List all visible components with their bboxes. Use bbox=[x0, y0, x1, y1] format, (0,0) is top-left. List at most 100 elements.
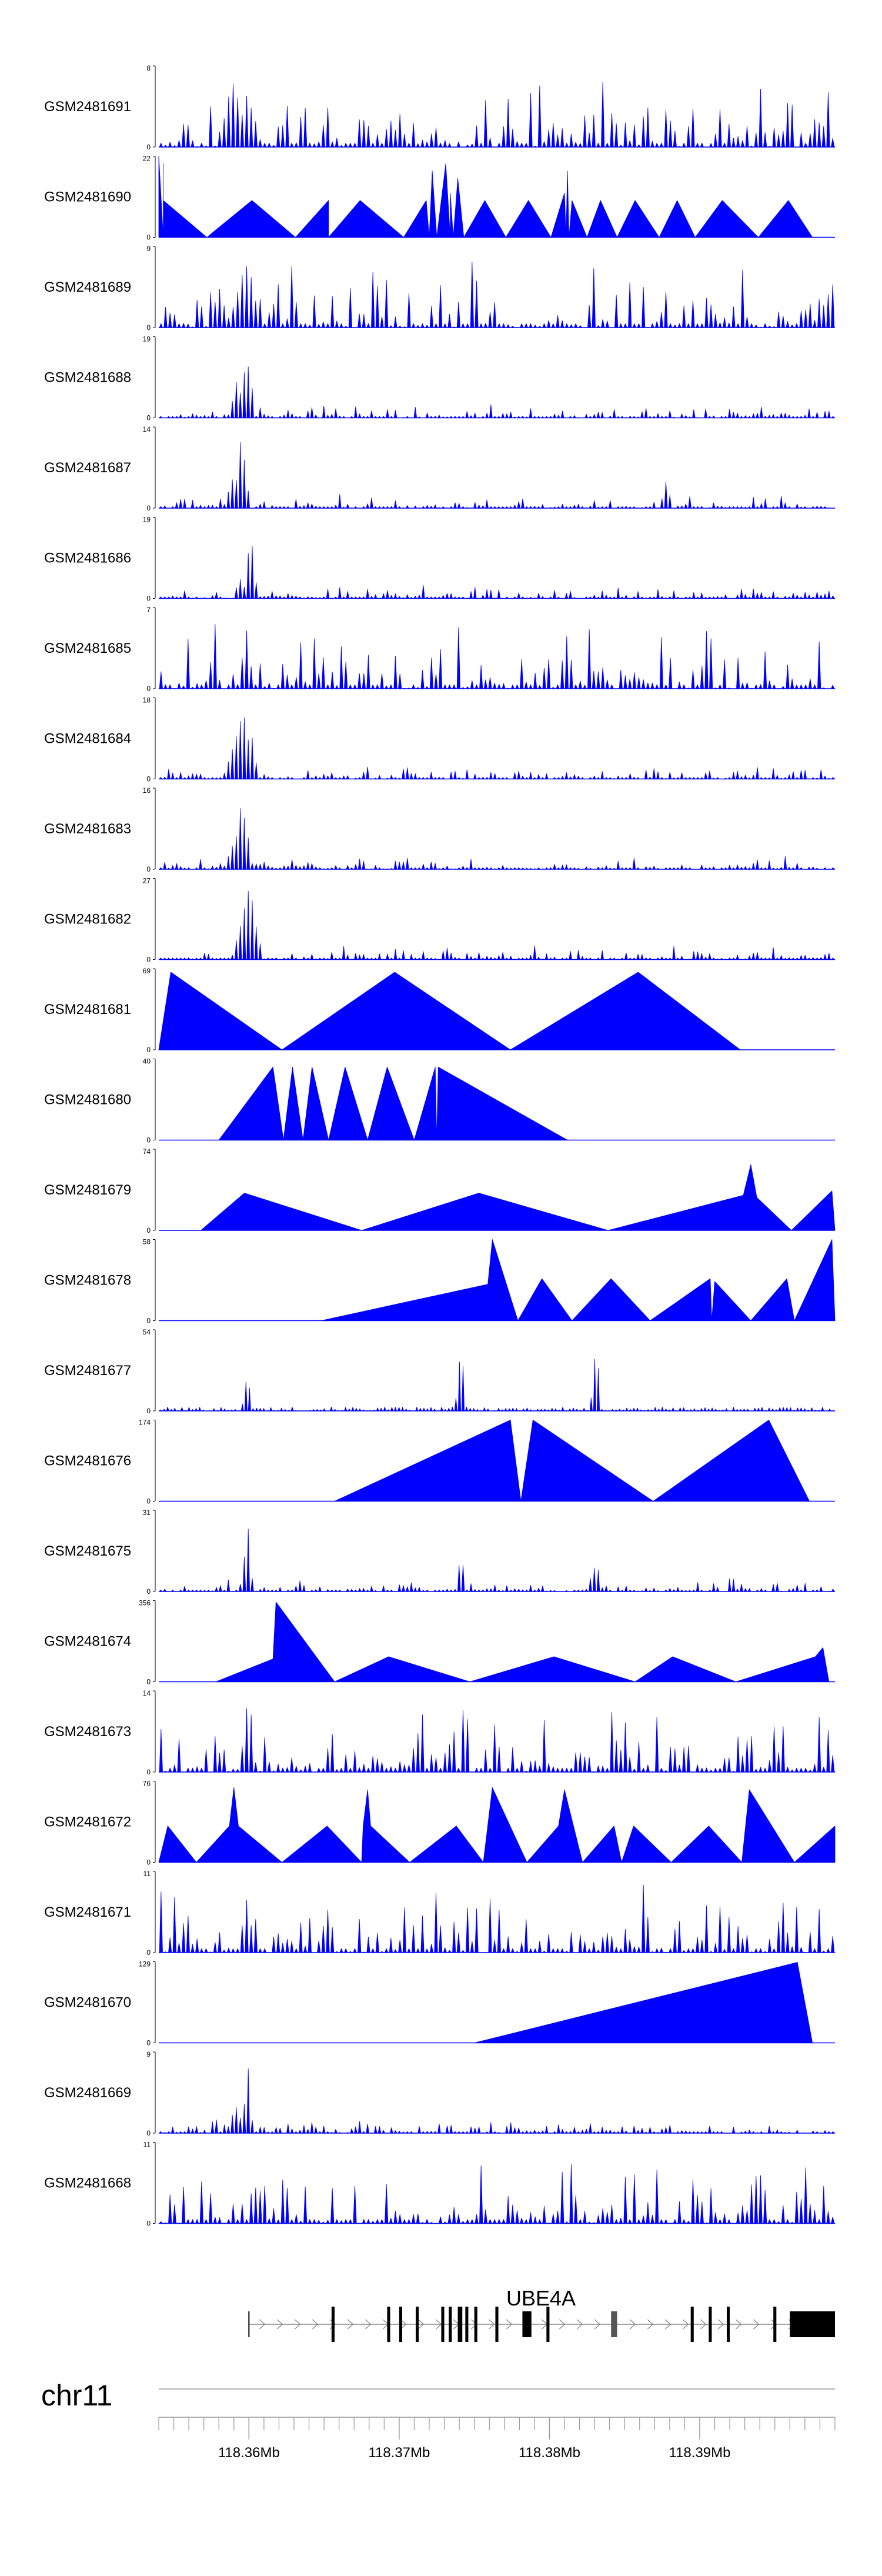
strand-arrow bbox=[647, 2319, 654, 2330]
y-max-label: 14 bbox=[143, 425, 151, 433]
strand-arrow bbox=[400, 2319, 407, 2330]
signal-area bbox=[158, 890, 836, 960]
gene-exon bbox=[495, 2307, 499, 2342]
strand-arrow bbox=[559, 2319, 566, 2330]
y-max-label: 18 bbox=[143, 696, 151, 705]
gene-exon bbox=[611, 2311, 617, 2337]
track-GSM2481680: GSM2481680 40 0 bbox=[44, 1057, 835, 1144]
y-min-label: 0 bbox=[146, 1678, 151, 1686]
gene-exon bbox=[416, 2307, 419, 2342]
track-label: GSM2481675 bbox=[44, 1543, 131, 1559]
track-GSM2481688: GSM2481688 19 0 bbox=[44, 335, 836, 422]
track-label: GSM2481687 bbox=[44, 460, 131, 476]
strand-arrow bbox=[717, 2319, 724, 2330]
y-max-label: 69 bbox=[143, 967, 151, 975]
track-label: GSM2481680 bbox=[44, 1092, 131, 1108]
gene-exon bbox=[773, 2307, 777, 2342]
track-label: GSM2481682 bbox=[44, 912, 131, 927]
y-min-label: 0 bbox=[146, 1948, 151, 1957]
signal-area bbox=[158, 261, 836, 328]
signal-area bbox=[158, 808, 836, 870]
y-max-label: 27 bbox=[143, 877, 151, 885]
track-GSM2481675: GSM2481675 31 0 bbox=[44, 1509, 836, 1596]
signal-tracks: GSM248169180GSM2481690220GSM248168990GSM… bbox=[44, 64, 836, 2228]
track-GSM2481684: GSM2481684 18 0 bbox=[44, 696, 836, 783]
y-max-label: 40 bbox=[143, 1057, 151, 1066]
signal-area bbox=[158, 2164, 836, 2224]
track-GSM2481670: GSM2481670 129 0 bbox=[44, 1960, 835, 2047]
track-label: GSM2481689 bbox=[44, 279, 131, 295]
y-max-label: 76 bbox=[143, 1780, 151, 1788]
signal-area bbox=[158, 82, 836, 148]
track-GSM2481668: GSM2481668 11 0 bbox=[44, 2141, 836, 2228]
y-max-label: 7 bbox=[146, 606, 151, 614]
y-min-label: 0 bbox=[146, 1317, 151, 1325]
track-GSM2481682: GSM2481682 27 0 bbox=[44, 877, 836, 964]
track-label: GSM2481690 bbox=[44, 189, 131, 205]
track-label: GSM2481669 bbox=[44, 2085, 131, 2101]
y-min-label: 0 bbox=[146, 2220, 151, 2228]
signal-area bbox=[158, 156, 813, 238]
strand-arrow bbox=[576, 2319, 583, 2330]
track-label: GSM2481684 bbox=[44, 731, 131, 747]
gene-exon bbox=[522, 2311, 532, 2337]
strand-arrow bbox=[594, 2319, 601, 2330]
y-min-label: 0 bbox=[146, 1587, 151, 1596]
track-label: GSM2481668 bbox=[44, 2175, 131, 2191]
signal-area bbox=[158, 1708, 836, 1773]
strand-arrow bbox=[700, 2319, 707, 2330]
strand-arrow bbox=[629, 2319, 636, 2330]
track-GSM2481677: GSM2481677 54 0 bbox=[44, 1328, 836, 1415]
strand-arrow bbox=[735, 2319, 742, 2330]
y-min-label: 0 bbox=[146, 143, 151, 151]
track-label: GSM2481672 bbox=[44, 1814, 131, 1830]
strand-arrow bbox=[276, 2319, 283, 2330]
strand-arrow bbox=[312, 2319, 319, 2330]
track-GSM2481679: GSM2481679 74 0 bbox=[44, 1147, 836, 1234]
track-label: GSM2481676 bbox=[44, 1453, 131, 1469]
track-GSM2481686: GSM2481686 19 0 bbox=[44, 516, 836, 603]
track-GSM2481671: GSM2481671 11 0 bbox=[44, 1870, 836, 1957]
y-min-label: 0 bbox=[146, 956, 151, 964]
gene-exon bbox=[690, 2307, 694, 2342]
track-GSM2481687: GSM2481687 14 0 bbox=[44, 425, 836, 512]
axis-tick-label: 118.39Mb bbox=[669, 2445, 731, 2461]
signal-area bbox=[158, 2068, 836, 2134]
strand-arrow bbox=[664, 2319, 671, 2330]
track-label: GSM2481685 bbox=[44, 640, 131, 656]
y-max-label: 9 bbox=[146, 245, 151, 253]
signal-area bbox=[158, 366, 836, 418]
track-label: GSM2481691 bbox=[44, 99, 131, 115]
strand-arrow bbox=[417, 2319, 425, 2330]
track-label: GSM2481681 bbox=[44, 1002, 131, 1017]
genomic-coordinate-axis: chr11 118.36Mb 118.37Mb 118.38Mb 118.39Mb bbox=[41, 2379, 836, 2461]
signal-area bbox=[158, 546, 836, 599]
strand-arrow bbox=[435, 2319, 442, 2330]
signal-area bbox=[158, 1359, 836, 1412]
track-GSM2481690: GSM2481690 22 0 bbox=[44, 155, 835, 242]
y-max-label: 54 bbox=[143, 1328, 151, 1336]
track-GSM2481674: GSM2481674 356 0 bbox=[44, 1599, 835, 1686]
track-GSM2481672: GSM2481672 76 0 bbox=[44, 1780, 836, 1867]
y-max-label: 14 bbox=[143, 1689, 151, 1697]
signal-area bbox=[201, 1164, 836, 1231]
axis-tick-label: 118.38Mb bbox=[519, 2445, 580, 2461]
y-min-label: 0 bbox=[146, 1858, 151, 1867]
track-GSM2481685: GSM2481685 7 0 bbox=[44, 606, 836, 693]
track-GSM2481683: GSM2481683 16 0 bbox=[44, 786, 836, 873]
y-max-label: 16 bbox=[143, 786, 151, 795]
track-label: GSM2481683 bbox=[44, 821, 131, 837]
gene-name-label: UBE4A bbox=[506, 2286, 576, 2310]
y-max-label: 11 bbox=[143, 1870, 151, 1878]
track-GSM2481678: GSM2481678 58 0 bbox=[44, 1238, 836, 1325]
y-max-label: 22 bbox=[143, 155, 151, 163]
track-label: GSM2481678 bbox=[44, 1273, 131, 1289]
y-max-label: 74 bbox=[143, 1147, 151, 1156]
signal-area bbox=[320, 1239, 836, 1321]
strand-arrow bbox=[488, 2319, 495, 2330]
track-label: GSM2481677 bbox=[44, 1363, 131, 1379]
strand-arrow bbox=[506, 2319, 513, 2330]
track-GSM2481689: GSM2481689 9 0 bbox=[44, 245, 836, 332]
signal-area bbox=[158, 1884, 836, 1953]
gene-exon bbox=[441, 2307, 445, 2342]
